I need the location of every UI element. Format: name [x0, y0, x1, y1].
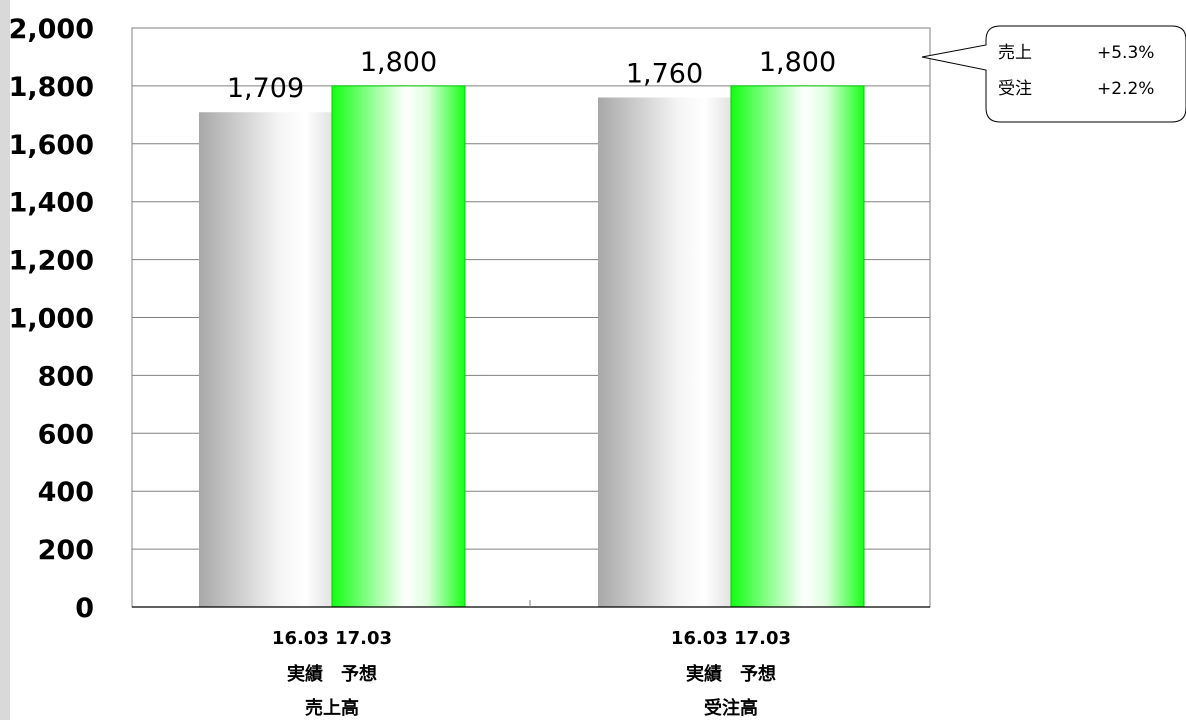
y-tick-label: 1,200 — [9, 246, 94, 277]
x-category-label: 実績 予想 — [686, 663, 776, 685]
callout-label-1: 受注 — [998, 79, 1032, 99]
x-category-label: 16.03 17.03 — [272, 628, 392, 649]
y-tick-label: 400 — [38, 477, 94, 508]
y-tick-label: 1,000 — [9, 304, 94, 335]
data-label: 1,800 — [759, 47, 836, 78]
y-tick-label: 1,800 — [9, 72, 94, 103]
y-tick-label: 800 — [38, 361, 94, 392]
data-label: 1,800 — [360, 47, 437, 78]
bar — [598, 97, 731, 607]
data-label: 1,709 — [227, 73, 304, 104]
callout-bubble — [921, 25, 1186, 123]
y-tick-label: 0 — [75, 593, 94, 624]
x-category-label: 受注高 — [704, 697, 758, 719]
callout-value-0: +5.3% — [1097, 43, 1154, 63]
data-label: 1,760 — [626, 58, 703, 89]
x-category-label: 売上高 — [305, 697, 359, 719]
y-tick-label: 600 — [38, 419, 94, 450]
left-border-strip — [0, 0, 10, 720]
callout-label-0: 売上 — [998, 43, 1032, 63]
bar — [199, 112, 332, 607]
x-category-label: 16.03 17.03 — [671, 628, 791, 649]
callout-value-1: +2.2% — [1097, 79, 1154, 99]
x-category-label: 実績 予想 — [287, 663, 377, 685]
callout: 売上 +5.3% 受注 +2.2% — [921, 25, 1186, 123]
y-tick-label: 200 — [38, 535, 94, 566]
y-tick-label: 1,400 — [9, 188, 94, 219]
y-tick-label: 2,000 — [9, 14, 94, 45]
y-tick-label: 1,600 — [9, 130, 94, 161]
bar — [730, 85, 865, 608]
bar — [331, 85, 466, 608]
